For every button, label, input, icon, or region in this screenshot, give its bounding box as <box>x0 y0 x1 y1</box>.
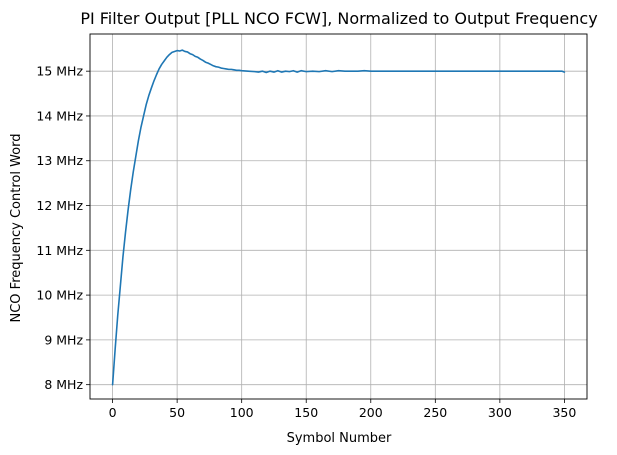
x-tick-label: 50 <box>169 405 185 420</box>
x-tick-label: 100 <box>230 405 254 420</box>
grid-lines <box>90 34 587 399</box>
y-tick-label: 14 MHz <box>36 108 83 123</box>
x-axis-label: Symbol Number <box>287 431 392 446</box>
y-tick-label: 12 MHz <box>36 198 83 213</box>
y-tick-label: 15 MHz <box>36 64 83 79</box>
x-tick-label: 0 <box>109 405 117 420</box>
series-layer <box>111 49 566 386</box>
y-tick-label: 8 MHz <box>44 377 83 392</box>
y-tick-label: 9 MHz <box>44 332 83 347</box>
x-tick-label: 300 <box>488 405 512 420</box>
series-line <box>111 49 566 386</box>
x-tick-label: 350 <box>552 405 576 420</box>
axis-ticks: 0 50 100 150 200 250 300 350 8 MHz 9 MHz 10 MHz 11 … <box>36 64 576 420</box>
x-tick-label: 200 <box>359 405 383 420</box>
y-tick-label: 10 MHz <box>36 288 83 303</box>
plot-area-frame <box>89 33 588 400</box>
y-tick-label: 13 MHz <box>36 153 83 168</box>
y-axis-label: NCO Frequency Control Word <box>9 134 24 323</box>
x-tick-label: 250 <box>423 405 447 420</box>
x-tick-label: 150 <box>294 405 318 420</box>
chart-title: PI Filter Output [PLL NCO FCW], Normaliz… <box>80 9 597 28</box>
y-tick-label: 11 MHz <box>36 243 83 258</box>
